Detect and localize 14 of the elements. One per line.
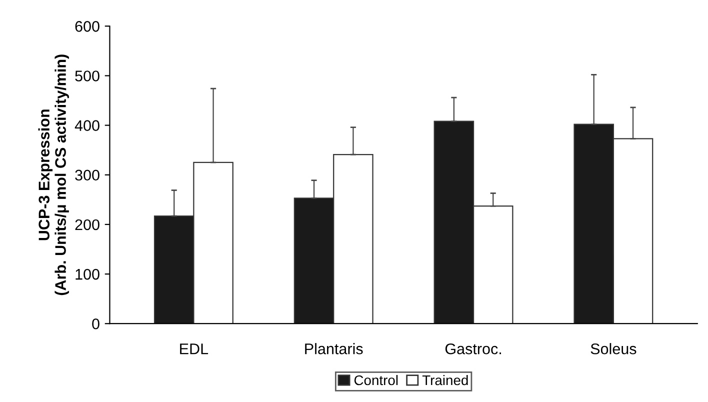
y-tick-label: 0 bbox=[92, 318, 100, 330]
y-tick-label: 100 bbox=[76, 268, 100, 280]
y-tick-label: 500 bbox=[75, 70, 100, 82]
legend-label: Control bbox=[354, 374, 398, 386]
y-tick-label: 400 bbox=[74, 120, 100, 131]
y-tick-label: 300 bbox=[75, 170, 100, 181]
x-tick-label: Soleus bbox=[590, 343, 636, 354]
x-tick-label: EDL bbox=[180, 344, 208, 354]
x-tick-label: Gastroc. bbox=[445, 343, 501, 354]
y-tick-label: 600 bbox=[75, 21, 100, 32]
x-tick-label: Plantaris bbox=[305, 343, 363, 354]
y-axis-title: UCP-3 Expression (Arb. Units/μ mol CS activity/min) bbox=[38, 54, 69, 296]
legend-label: Trained bbox=[422, 374, 468, 386]
y-tick-label: 200 bbox=[75, 219, 100, 230]
